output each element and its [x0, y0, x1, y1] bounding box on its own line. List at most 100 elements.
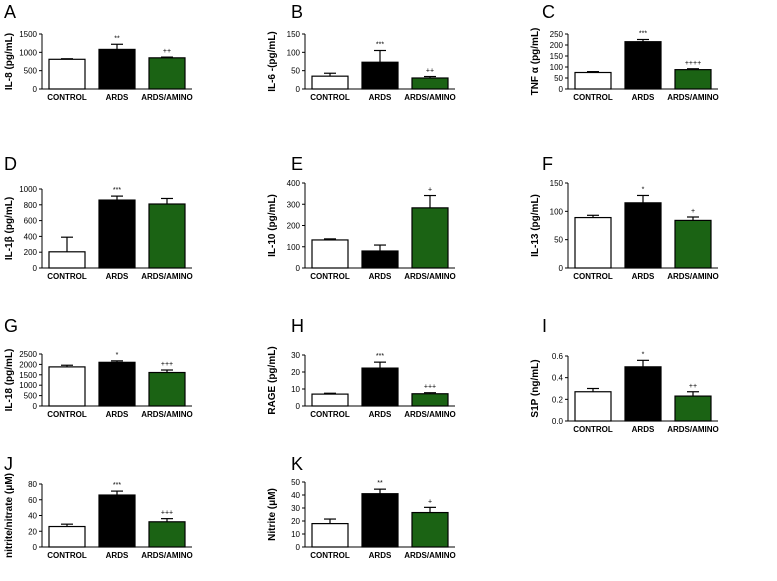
- significance-label: ***: [113, 187, 121, 194]
- bar-ards-amino: [148, 371, 186, 407]
- category-label: ARDS: [369, 551, 392, 560]
- category-label: ARDS/AMINO: [141, 272, 193, 281]
- bar-control: [311, 522, 349, 548]
- y-tick-label: 800: [24, 201, 38, 210]
- significance-label: +++: [161, 361, 173, 368]
- category-label: ARDS: [106, 93, 129, 102]
- significance-label: ***: [376, 353, 384, 360]
- y-tick-label: 40: [28, 512, 37, 521]
- bar-ards: [361, 250, 399, 269]
- bar-ards: [361, 61, 399, 90]
- significance-label: ***: [113, 482, 121, 489]
- y-axis-title: IL-1β (pg/mL): [4, 197, 15, 260]
- category-label: ARDS/AMINO: [404, 551, 456, 560]
- chart-panel-f: F 0 50 100 150 IL-13 (pg/mL) CONTROL * ARDS + ARDS…: [530, 154, 719, 281]
- category-label: ARDS: [106, 272, 129, 281]
- y-axis-title: IL-6 -(pg/mL): [267, 31, 278, 92]
- significance-label: ++++: [685, 60, 701, 67]
- significance-label: **: [114, 35, 120, 42]
- bar-ards-amino: [411, 207, 449, 269]
- bar-ards: [361, 367, 399, 407]
- y-tick-label: 0.4: [552, 374, 564, 383]
- y-tick-label: 0.2: [552, 395, 564, 404]
- panel-letter: G: [4, 316, 18, 336]
- y-tick-label: 50: [291, 67, 300, 76]
- y-tick-label: 1500: [19, 30, 37, 39]
- panel-letter: F: [542, 154, 553, 174]
- category-label: CONTROL: [310, 93, 350, 102]
- y-tick-label: 50: [554, 74, 563, 83]
- bar-ards-amino: [411, 77, 449, 90]
- chart-panel-k: K 0 10 20 30 40 50 Nitrite (μM) CONTROL ** ARDS + AR…: [267, 454, 456, 560]
- y-tick-label: 150: [550, 179, 564, 188]
- y-tick-label: 2000: [19, 360, 37, 369]
- y-tick-label: 0: [296, 85, 301, 94]
- panel-letter: J: [4, 454, 13, 474]
- y-tick-label: 600: [24, 217, 38, 226]
- chart-panel-i: I 0.0 0.2 0.4 0.6 S1P (ng/mL) CONTROL * ARDS ++ AR…: [530, 316, 719, 434]
- y-tick-label: 200: [550, 41, 564, 50]
- y-tick-label: 20: [291, 517, 300, 526]
- y-axis-title: IL-13 (pg/mL): [530, 194, 541, 257]
- y-tick-label: 1000: [19, 185, 37, 194]
- significance-label: *: [642, 186, 645, 193]
- y-tick-label: 100: [287, 48, 301, 57]
- panel-letter: E: [291, 154, 303, 174]
- y-tick-label: 0: [559, 264, 564, 273]
- bar-ards-amino: [148, 57, 186, 90]
- bar-control: [48, 58, 86, 90]
- panel-letter: B: [291, 2, 303, 22]
- significance-label: +: [428, 187, 432, 194]
- bar-control: [48, 251, 86, 269]
- y-tick-label: 2500: [19, 350, 37, 359]
- y-tick-label: 0: [296, 402, 301, 411]
- bar-control: [574, 216, 612, 269]
- significance-label: ++: [426, 68, 434, 75]
- y-tick-label: 500: [24, 392, 38, 401]
- y-axis-title: RAGE (pg/mL): [267, 346, 278, 414]
- category-label: ARDS: [632, 272, 655, 281]
- y-tick-label: 0.0: [552, 417, 564, 426]
- bar-ards: [624, 41, 662, 90]
- significance-label: **: [377, 480, 383, 487]
- bar-ards-amino: [148, 203, 186, 269]
- category-label: ARDS/AMINO: [667, 425, 719, 434]
- y-tick-label: 100: [287, 243, 301, 252]
- y-tick-label: 250: [550, 30, 564, 39]
- bar-ards: [624, 202, 662, 269]
- y-tick-label: 30: [291, 504, 300, 513]
- category-label: ARDS/AMINO: [404, 272, 456, 281]
- chart-panel-c: C 0 50 100 150 200 250 TNF α (pg/mL) CONTROL *** A…: [530, 2, 719, 102]
- y-tick-label: 400: [287, 179, 301, 188]
- significance-label: +++: [161, 510, 173, 517]
- category-label: ARDS/AMINO: [404, 93, 456, 102]
- significance-label: ***: [639, 31, 647, 38]
- y-tick-label: 50: [554, 236, 563, 245]
- bar-control: [311, 75, 349, 90]
- significance-label: *: [642, 351, 645, 358]
- y-tick-label: 30: [291, 351, 300, 360]
- bar-control: [48, 525, 86, 548]
- y-tick-label: 100: [550, 63, 564, 72]
- bar-control: [311, 239, 349, 269]
- y-tick-label: 50: [291, 478, 300, 487]
- bar-ards: [98, 199, 136, 269]
- category-label: ARDS: [106, 551, 129, 560]
- category-label: ARDS: [632, 425, 655, 434]
- chart-panel-e: E 0 100 200 300 400 IL-10 (pg/mL) CONTROL ARDS + A…: [267, 154, 456, 281]
- category-label: CONTROL: [573, 93, 613, 102]
- bar-control: [311, 393, 349, 407]
- category-label: ARDS/AMINO: [141, 410, 193, 419]
- category-label: ARDS: [369, 410, 392, 419]
- y-axis-title: IL-18 (pg/mL): [4, 349, 15, 412]
- y-tick-label: 0.6: [552, 352, 564, 361]
- bar-ards-amino: [674, 395, 712, 422]
- y-axis-title: IL-10 (pg/mL): [267, 194, 278, 257]
- panel-letter: H: [291, 316, 304, 336]
- panel-letter: C: [542, 2, 555, 22]
- significance-label: *: [116, 352, 119, 359]
- significance-label: +: [691, 208, 695, 215]
- category-label: ARDS: [106, 410, 129, 419]
